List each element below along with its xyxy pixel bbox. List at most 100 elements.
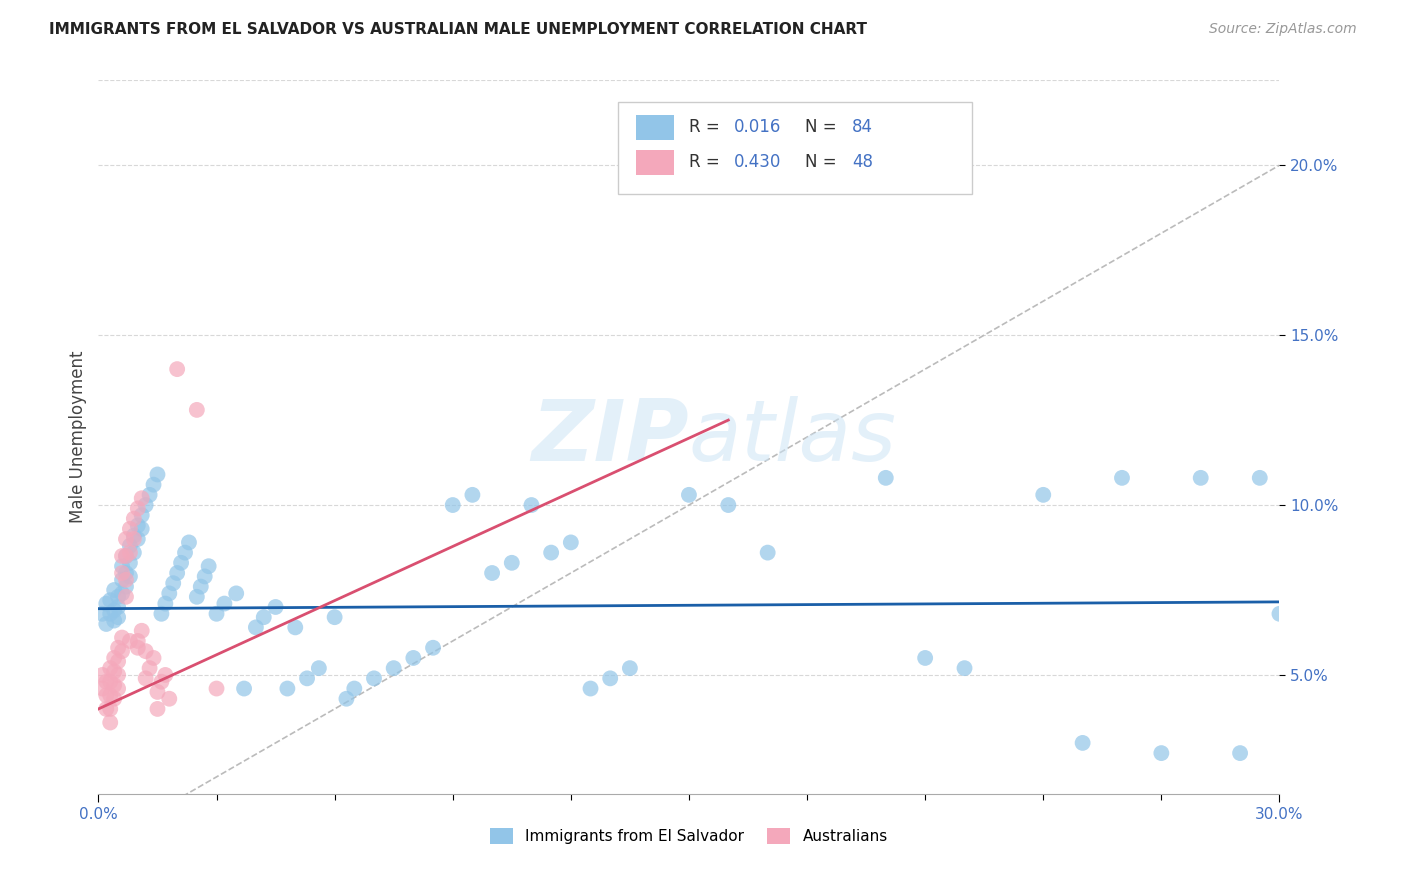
Point (111, 586, 134, 600)
Point (308, 661, 330, 675)
Point (118, 539, 141, 553)
Point (142, 477, 165, 491)
Point (245, 620, 267, 634)
Point (1032, 488, 1054, 502)
Point (1189, 471, 1212, 485)
Point (111, 573, 134, 587)
Point (118, 634, 141, 648)
Text: N =: N = (804, 118, 842, 136)
Point (1150, 746, 1173, 760)
Point (111, 559, 134, 574)
Point (111, 631, 134, 645)
Point (1071, 736, 1094, 750)
Point (205, 681, 228, 696)
Point (323, 610, 346, 624)
FancyBboxPatch shape (619, 102, 973, 194)
Point (115, 590, 138, 604)
Text: N =: N = (804, 153, 842, 171)
Point (481, 566, 503, 580)
Point (131, 522, 153, 536)
Point (131, 508, 153, 523)
Point (177, 535, 200, 549)
Point (170, 556, 193, 570)
Point (103, 665, 125, 679)
Point (98, 593, 121, 607)
Point (127, 501, 149, 516)
Point (875, 471, 897, 485)
Point (107, 654, 129, 668)
Point (501, 556, 523, 570)
Point (103, 651, 125, 665)
Text: 48: 48 (852, 153, 873, 171)
Point (115, 532, 138, 546)
Point (131, 491, 153, 506)
Point (190, 580, 212, 594)
Point (103, 603, 125, 617)
Point (953, 661, 976, 675)
Point (150, 674, 173, 689)
Point (166, 362, 188, 376)
Point (579, 681, 602, 696)
Point (118, 569, 141, 583)
Point (166, 566, 188, 580)
Point (115, 573, 138, 587)
Point (1268, 607, 1291, 621)
Text: 84: 84 (852, 118, 873, 136)
Point (155, 668, 177, 682)
Text: atlas: atlas (689, 395, 897, 479)
Point (1111, 471, 1133, 485)
Point (225, 586, 247, 600)
Point (138, 488, 160, 502)
Point (127, 518, 149, 533)
Point (127, 532, 149, 546)
Point (98, 661, 121, 675)
Point (146, 467, 169, 482)
Point (98, 689, 121, 703)
Point (599, 671, 621, 685)
Point (678, 488, 700, 502)
Point (122, 511, 145, 525)
Point (520, 498, 543, 512)
FancyBboxPatch shape (636, 114, 673, 139)
Point (343, 681, 366, 696)
FancyBboxPatch shape (636, 150, 673, 175)
Point (111, 644, 134, 658)
Point (135, 644, 157, 658)
Point (540, 546, 562, 560)
Point (122, 528, 145, 542)
Point (914, 651, 936, 665)
Point (1249, 471, 1271, 485)
Point (186, 403, 208, 417)
Text: 0.016: 0.016 (734, 118, 782, 136)
Point (107, 640, 129, 655)
Point (96, 597, 118, 611)
Point (122, 532, 145, 546)
Point (264, 599, 287, 614)
Point (146, 685, 169, 699)
Text: IMMIGRANTS FROM EL SALVADOR VS AUSTRALIAN MALE UNEMPLOYMENT CORRELATION CHART: IMMIGRANTS FROM EL SALVADOR VS AUSTRALIA… (49, 22, 868, 37)
Point (122, 546, 145, 560)
Text: R =: R = (689, 153, 725, 171)
Point (91, 681, 114, 696)
Point (142, 651, 165, 665)
Point (115, 549, 138, 563)
Point (111, 566, 134, 580)
Point (146, 702, 169, 716)
Point (214, 597, 236, 611)
Point (96, 617, 118, 632)
Point (233, 681, 256, 696)
Point (103, 678, 125, 692)
Point (115, 580, 138, 594)
Point (335, 691, 357, 706)
Y-axis label: Male Unemployment: Male Unemployment (69, 351, 87, 524)
Point (103, 582, 125, 597)
Point (157, 691, 180, 706)
Point (127, 634, 149, 648)
Point (186, 590, 208, 604)
Point (174, 546, 197, 560)
Point (115, 566, 138, 580)
Text: ZIP: ZIP (531, 395, 689, 479)
Text: Source: ZipAtlas.com: Source: ZipAtlas.com (1209, 22, 1357, 37)
Point (107, 668, 129, 682)
Point (118, 522, 141, 536)
